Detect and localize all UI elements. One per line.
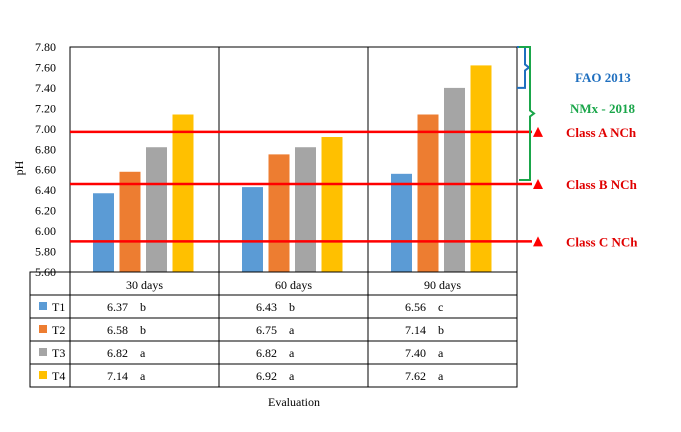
table-value-T4-2: 6.92 (256, 369, 277, 383)
y-tick-label: 7.60 (35, 60, 56, 74)
table-group-letter-T1-3: c (438, 300, 443, 314)
range-bracket-2 (519, 46, 536, 181)
table-group-letter-T4-2: a (289, 369, 295, 383)
legend-label-T4: T4 (52, 369, 65, 383)
bar-T1-3 (391, 173, 412, 272)
reference-arrow-1 (533, 126, 543, 137)
table-header-3: 90 days (424, 278, 461, 292)
bar-T3-3 (444, 87, 465, 272)
table-group-letter-T4-1: a (140, 369, 146, 383)
legend-swatch-T1 (39, 302, 47, 310)
table-group-letter-T3-1: a (140, 346, 146, 360)
bar-T3-1 (146, 147, 167, 272)
bar-T3-2 (295, 147, 316, 272)
bar-T2-3 (417, 114, 439, 272)
table-group-letter-T1-2: b (289, 300, 295, 314)
legend-swatch-T4 (39, 371, 47, 379)
reference-label-3: Class C NCh (566, 234, 638, 249)
y-tick-label: 5.80 (35, 245, 56, 259)
table-value-T2-1: 6.58 (107, 323, 128, 337)
table-value-T3-2: 6.82 (256, 346, 277, 360)
table-group-letter-T3-2: a (289, 346, 295, 360)
reference-label-1: Class A NCh (566, 125, 637, 140)
y-tick-label: 6.60 (35, 163, 56, 177)
bar-T1-1 (93, 193, 114, 272)
bar-T4-1 (172, 114, 194, 272)
table-group-letter-T2-3: b (438, 323, 444, 337)
y-tick-label: 6.20 (35, 204, 56, 218)
x-axis-label: Evaluation (268, 395, 320, 409)
y-tick-label: 7.40 (35, 81, 56, 95)
table-value-T2-3: 7.14 (405, 323, 426, 337)
table-value-T1-2: 6.43 (256, 300, 277, 314)
reference-lines: Class A NCh Class B NCh Class C NCh (70, 125, 638, 249)
reference-arrow-3 (533, 236, 543, 247)
legend-label-T3: T3 (52, 346, 65, 360)
y-tick-label: 7.00 (35, 122, 56, 136)
table-group-letter-T2-1: b (140, 323, 146, 337)
table-border (29, 271, 518, 388)
table-group-letter-T3-3: a (438, 346, 444, 360)
y-tick-label: 7.80 (35, 40, 56, 54)
table-value-T2-2: 6.75 (256, 323, 277, 337)
table-value-T1-3: 6.56 (405, 300, 426, 314)
range-label-1: FAO 2013 (575, 70, 631, 85)
y-tick-label: 6.40 (35, 183, 56, 197)
bar-T2-2 (268, 154, 290, 272)
data-table: 30 days 60 days 90 days T1 6.37 b 6.43 b 6.56 c T2… (29, 271, 518, 388)
y-tick-label: 6.80 (35, 142, 56, 156)
y-axis-label: pH (12, 160, 26, 175)
bar-T2-1 (119, 171, 141, 272)
y-axis-ticks: 7.80 7.60 7.40 7.20 7.00 6.80 6.60 6.40 6.20 6.00… (35, 40, 56, 279)
legend-label-T2: T2 (52, 323, 65, 337)
table-group-letter-T1-1: b (140, 300, 146, 314)
table-value-T1-1: 6.37 (107, 300, 128, 314)
range-bracket-1 (517, 46, 531, 89)
table-value-T4-3: 7.62 (405, 369, 426, 383)
bar-T1-2 (242, 187, 263, 272)
table-cells: 30 days 60 days 90 days T1 6.37 b 6.43 b 6.56 c T2… (39, 278, 461, 383)
range-label-2: NMx - 2018 (570, 101, 635, 116)
table-header-2: 60 days (275, 278, 312, 292)
reference-arrow-2 (533, 179, 543, 190)
table-value-T4-1: 7.14 (107, 369, 128, 383)
y-tick-label: 7.20 (35, 101, 56, 115)
legend-swatch-T2 (39, 325, 47, 333)
legend-label-T1: T1 (52, 300, 65, 314)
reference-label-2: Class B NCh (566, 177, 638, 192)
table-group-letter-T2-2: a (289, 323, 295, 337)
range-brackets: FAO 2013 NMx - 2018 (517, 46, 635, 181)
table-header-1: 30 days (126, 278, 163, 292)
bar-T4-3 (470, 65, 492, 272)
legend-swatch-T3 (39, 348, 47, 356)
bar-T4-2 (321, 137, 343, 272)
table-value-T3-3: 7.40 (405, 346, 426, 360)
table-group-letter-T4-3: a (438, 369, 444, 383)
y-tick-label: 6.00 (35, 224, 56, 238)
table-value-T3-1: 6.82 (107, 346, 128, 360)
